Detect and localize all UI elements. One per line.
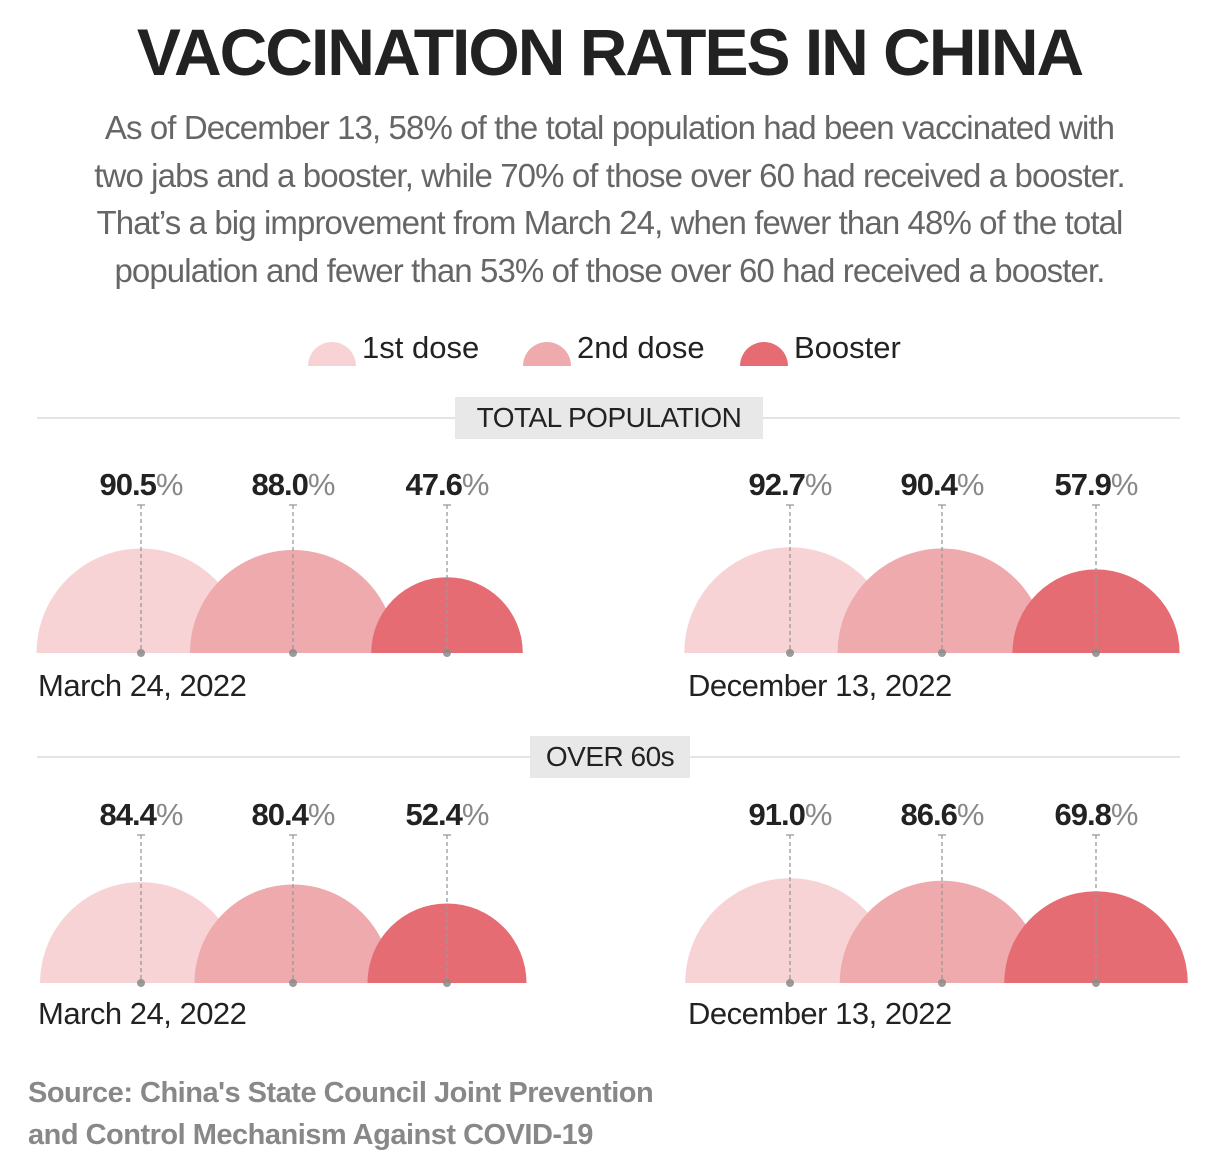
value-label: 86.6% (901, 797, 984, 832)
subtitle-line: population and fewer than 53% of those o… (114, 251, 1105, 289)
semicircle-1st-dose (685, 878, 895, 983)
leader-dot (938, 979, 946, 987)
legend-label: 2nd dose (577, 330, 705, 365)
leader-dot (1092, 979, 1100, 987)
leader-dot (289, 649, 297, 657)
leader-dot (137, 979, 145, 987)
semicircle-1st-dose (40, 882, 242, 983)
value-label: 90.4% (901, 467, 984, 502)
subtitle-line: As of December 13, 58% of the total popu… (104, 109, 1115, 146)
chart-panel: 90.5% 88.0% 47.6% (36, 467, 523, 657)
date-label: December 13, 2022 (688, 668, 952, 703)
leader-dot (443, 649, 451, 657)
leader-dot (786, 649, 794, 657)
value-label: 80.4% (252, 797, 335, 832)
leader-dot (137, 649, 145, 657)
source-line: and Control Mechanism Against COVID-19 (28, 1119, 593, 1151)
chart-subtitle: As of December 13, 58% of the total popu… (0, 104, 1219, 294)
chart-panel: 84.4% 80.4% 52.4% (40, 797, 527, 987)
leader-dot (443, 979, 451, 987)
leader-dot (786, 979, 794, 987)
legend-label: Booster (794, 330, 901, 365)
semicircle-booster (1004, 891, 1188, 983)
value-label: 90.5% (100, 467, 183, 502)
value-label: 88.0% (252, 467, 335, 502)
section-header-over-60s: OVER 60s (530, 736, 690, 778)
value-label: 91.0% (749, 797, 832, 832)
chart-title: VACCINATION RATES IN CHINA (136, 15, 1084, 89)
section-header-total: TOTAL POPULATION (455, 397, 763, 439)
subtitle-line: two jabs and a booster, while 70% of tho… (94, 156, 1125, 194)
leader-dot (1092, 649, 1100, 657)
semicircle-2nd-dose (837, 548, 1047, 653)
leader-dot (938, 649, 946, 657)
value-label: 84.4% (100, 797, 183, 832)
semicircle-booster (371, 577, 523, 653)
date-label: March 24, 2022 (38, 668, 247, 703)
date-label: March 24, 2022 (38, 996, 247, 1031)
chart-panel: 92.7% 90.4% 57.9% (684, 467, 1180, 657)
value-label: 69.8% (1055, 797, 1138, 832)
semicircle-1st-dose (36, 548, 246, 653)
value-label: 92.7% (749, 467, 832, 502)
subtitle-line: That’s a big improvement from March 24, … (96, 204, 1124, 241)
value-label: 47.6% (406, 467, 489, 502)
source-note: Source: China's State Council Joint Prev… (28, 1072, 654, 1156)
date-label: December 13, 2022 (688, 996, 952, 1031)
value-label: 57.9% (1055, 467, 1138, 502)
chart-panel: 91.0% 86.6% 69.8% (685, 797, 1188, 987)
legend-label: 1st dose (362, 330, 480, 365)
leader-dot (289, 979, 297, 987)
semicircle-2nd-dose (189, 549, 397, 653)
source-line: Source: China's State Council Joint Prev… (28, 1077, 654, 1109)
semicircle-2nd-dose (839, 880, 1045, 983)
value-label: 52.4% (406, 797, 489, 832)
